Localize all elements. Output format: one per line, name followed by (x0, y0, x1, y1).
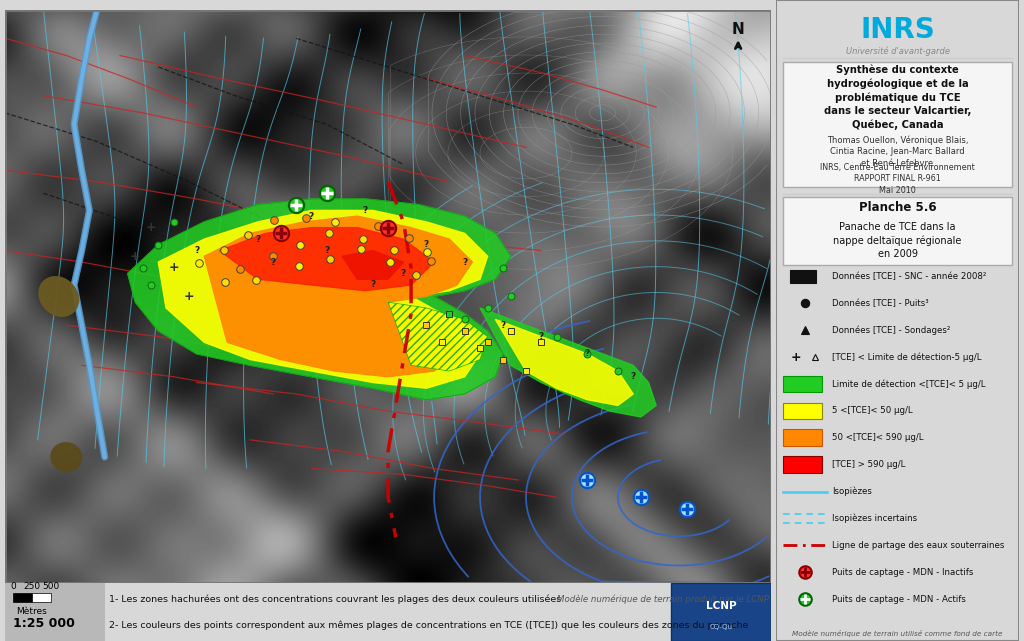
Polygon shape (342, 251, 403, 279)
Text: INRS, Centre-Eau Terre Environnement
RAPPORT FINAL R-961
Mai 2010: INRS, Centre-Eau Terre Environnement RAP… (820, 163, 975, 195)
Text: ?: ? (255, 235, 260, 244)
Text: Modèle numérique de terrain produit par le LCNP: Modèle numérique de terrain produit par … (557, 595, 769, 604)
FancyBboxPatch shape (783, 197, 1012, 265)
Text: 50 <[TCE]< 590 µg/L: 50 <[TCE]< 590 µg/L (833, 433, 924, 442)
Text: ?: ? (462, 258, 467, 267)
Text: ?: ? (424, 240, 429, 249)
Polygon shape (480, 308, 656, 417)
Text: 2- Les couleurs des points correspondent aux mêmes plages de concentrations en T: 2- Les couleurs des points correspondent… (109, 620, 748, 629)
Text: +: + (791, 351, 801, 363)
Text: ?: ? (370, 281, 376, 290)
Bar (672, 583, 771, 641)
Text: Panache de TCE dans la
nappe deltaïque régionale
en 2009: Panache de TCE dans la nappe deltaïque r… (834, 222, 962, 259)
Text: ?: ? (325, 246, 330, 255)
Ellipse shape (51, 443, 82, 471)
Text: Données [TCE] - Sondages²: Données [TCE] - Sondages² (833, 326, 950, 335)
Text: 500: 500 (42, 582, 59, 591)
Text: Puits de captage - MDN - Inactifs: Puits de captage - MDN - Inactifs (833, 568, 974, 577)
Text: +: + (130, 250, 140, 263)
Bar (32, 593, 51, 603)
Polygon shape (388, 302, 487, 371)
Text: [TCE] < Limite de détection-5 µg/L: [TCE] < Limite de détection-5 µg/L (833, 353, 982, 362)
Text: ?: ? (631, 372, 636, 381)
Text: Données [TCE] - SNC - année 2008²: Données [TCE] - SNC - année 2008² (833, 272, 986, 281)
Text: +: + (145, 221, 156, 234)
Bar (5, 583, 104, 641)
Text: ?: ? (270, 258, 275, 267)
Text: ?: ? (501, 320, 506, 329)
Polygon shape (219, 228, 434, 291)
Text: Thomas Ouellon, Véronique Blais,
Cintia Racine, Jean-Marc Ballard
et René Lefebv: Thomas Ouellon, Véronique Blais, Cintia … (826, 135, 969, 168)
Text: CQ-Qu: CQ-Qu (710, 624, 733, 629)
Text: LCNP: LCNP (706, 601, 736, 612)
Text: 0: 0 (10, 582, 15, 591)
Text: Isopièzes: Isopièzes (833, 487, 871, 496)
Text: Modèle numérique de terrain utilisé comme fond de carte: Modèle numérique de terrain utilisé comm… (793, 630, 1002, 637)
Text: +: + (183, 290, 195, 303)
Bar (783, 403, 822, 419)
Polygon shape (159, 210, 487, 388)
Bar (790, 270, 816, 283)
Bar (783, 376, 822, 392)
Text: Puits de captage - MDN - Actifs: Puits de captage - MDN - Actifs (833, 595, 966, 604)
Text: Limite de détection <[TCE]< 5 µg/L: Limite de détection <[TCE]< 5 µg/L (833, 379, 985, 388)
Text: Université d'avant-garde: Université d'avant-garde (846, 47, 949, 56)
Text: ?: ? (309, 212, 314, 221)
Polygon shape (496, 319, 633, 406)
Bar (783, 429, 822, 446)
Bar (12, 593, 32, 603)
Text: ?: ? (362, 206, 368, 215)
FancyBboxPatch shape (783, 62, 1012, 187)
Text: ?: ? (400, 269, 407, 278)
Polygon shape (204, 216, 472, 377)
Polygon shape (128, 199, 511, 400)
Ellipse shape (39, 277, 79, 316)
Text: ?: ? (585, 349, 590, 358)
Text: Isopièzes incertains: Isopièzes incertains (833, 514, 918, 523)
Text: N: N (732, 22, 744, 37)
Text: 250: 250 (24, 582, 41, 591)
Text: Mètres: Mètres (16, 607, 47, 616)
Text: Ligne de partage des eaux souterraines: Ligne de partage des eaux souterraines (833, 541, 1005, 550)
Text: 5 <[TCE]< 50 µg/L: 5 <[TCE]< 50 µg/L (833, 406, 912, 415)
Text: 1:25 000: 1:25 000 (12, 617, 75, 629)
Text: ?: ? (385, 223, 391, 232)
Text: Planche 5.6: Planche 5.6 (859, 201, 936, 213)
Text: Synthèse du contexte
hydrogéologique et de la
problématique du TCE
dans le secte: Synthèse du contexte hydrogéologique et … (824, 65, 971, 130)
Bar (783, 456, 822, 473)
Text: [TCE] > 590 µg/L: [TCE] > 590 µg/L (833, 460, 905, 469)
Text: INRS: INRS (860, 16, 935, 44)
Text: 1- Les zones hachurées ont des concentrations couvrant les plages des deux coule: 1- Les zones hachurées ont des concentra… (109, 595, 561, 604)
Text: Données [TCE] - Puits³: Données [TCE] - Puits³ (833, 299, 929, 308)
Text: ?: ? (539, 332, 544, 341)
Text: +: + (168, 262, 179, 274)
Text: ?: ? (194, 246, 200, 255)
